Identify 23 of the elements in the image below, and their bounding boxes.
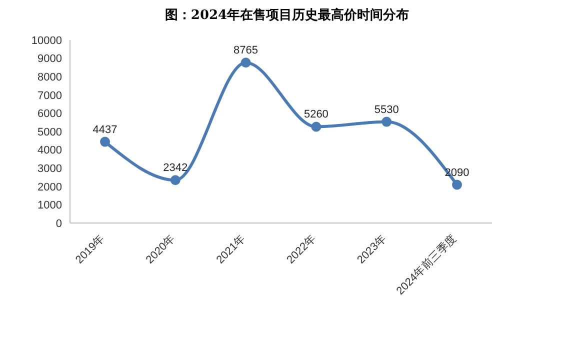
chart-title: 图：2024年在售项目历史最高价时间分布 [164, 8, 410, 25]
y-tick-label: 4000 [38, 144, 62, 157]
data-label: 5260 [304, 108, 328, 121]
y-tick-label: 6000 [38, 108, 62, 120]
data-label: 8765 [234, 44, 258, 57]
point [382, 116, 392, 127]
point [311, 122, 322, 132]
y-tick-label: 7000 [38, 90, 62, 102]
point [452, 180, 462, 190]
point [100, 136, 110, 147]
y-tick-label: 9000 [38, 53, 62, 66]
data-label: 5530 [374, 104, 399, 116]
point [170, 175, 180, 186]
y-tick-label: 1000 [38, 200, 62, 212]
y-tick-label: 5000 [38, 126, 62, 138]
point [240, 58, 251, 68]
y-tick-label: 10000 [31, 34, 62, 47]
data-label: 2342 [163, 162, 188, 174]
data-label: 4437 [92, 124, 118, 136]
y-tick-label: 8000 [38, 72, 62, 84]
y-tick-label: 2000 [38, 181, 62, 194]
y-tick-label: 3000 [38, 163, 62, 176]
y-tick-label: 0 [56, 218, 62, 230]
